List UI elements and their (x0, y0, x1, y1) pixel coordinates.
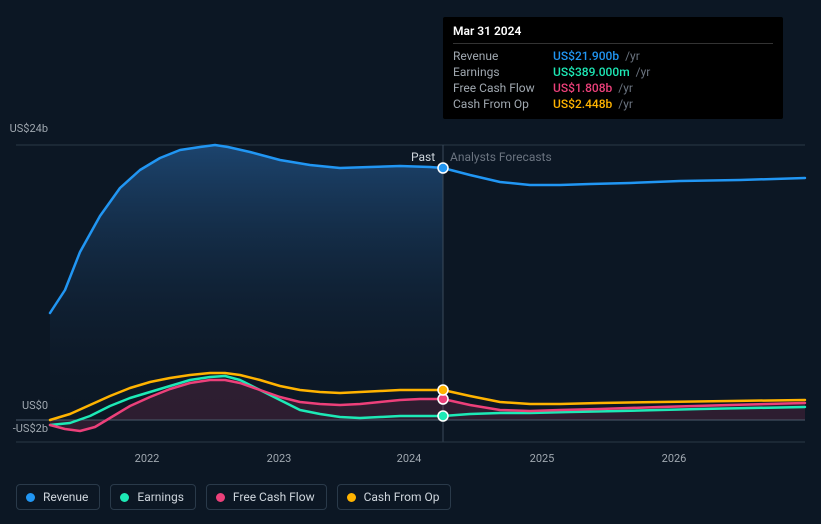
tooltip-row-label: Earnings (453, 65, 553, 79)
y-tick-label: US$24b (10, 122, 48, 135)
y-tick-label: US$0 (22, 399, 48, 412)
legend-item-revenue[interactable]: Revenue (16, 484, 100, 510)
tooltip-row-value: US$21.900b /yr (553, 49, 640, 63)
marker-earnings (438, 411, 448, 421)
y-tick-label: -US$2b (13, 422, 48, 435)
tooltip-row-value: US$389.000m /yr (553, 65, 650, 79)
y-axis: US$24b US$0 -US$2b (0, 0, 48, 524)
legend-dot-icon (26, 493, 35, 502)
past-area-fill (50, 145, 443, 420)
legend-dot-icon (347, 493, 356, 502)
tooltip-row-label: Revenue (453, 49, 553, 63)
legend: Revenue Earnings Free Cash Flow Cash From O… (16, 484, 451, 510)
tooltip-row: EarningsUS$389.000m /yr (453, 64, 773, 80)
legend-item-cfo[interactable]: Cash From Op (337, 484, 452, 510)
tooltip-row-value: US$2.448b /yr (553, 97, 633, 111)
x-tick-label: 2025 (530, 452, 555, 465)
tooltip-row-label: Cash From Op (453, 97, 553, 111)
legend-label: Free Cash Flow (233, 490, 315, 504)
legend-item-earnings[interactable]: Earnings (110, 484, 196, 510)
legend-label: Cash From Op (364, 490, 440, 504)
legend-label: Revenue (43, 490, 88, 504)
x-tick-label: 2026 (662, 452, 687, 465)
marker-revenue (438, 163, 448, 173)
x-tick-label: 2022 (135, 452, 160, 465)
x-tick-label: 2023 (267, 452, 292, 465)
legend-dot-icon (216, 493, 225, 502)
marker-cfo (438, 385, 448, 395)
tooltip-row: RevenueUS$21.900b /yr (453, 48, 773, 64)
tooltip-row: Free Cash FlowUS$1.808b /yr (453, 80, 773, 96)
legend-dot-icon (120, 493, 129, 502)
tooltip-row-value: US$1.808b /yr (553, 81, 633, 95)
tooltip-row: Cash From OpUS$2.448b /yr (453, 96, 773, 112)
legend-label: Earnings (137, 490, 184, 504)
tooltip-date: Mar 31 2024 (453, 24, 773, 44)
legend-item-fcf[interactable]: Free Cash Flow (206, 484, 327, 510)
financial-chart: US$24b US$0 -US$2b 2022 2023 2024 2025 2026 Pa… (0, 0, 821, 524)
x-tick-label: 2024 (397, 452, 422, 465)
tooltip-row-label: Free Cash Flow (453, 81, 553, 95)
past-label: Past (411, 150, 435, 164)
forecasts-label: Analysts Forecasts (450, 150, 552, 164)
tooltip: Mar 31 2024 RevenueUS$21.900b /yrEarning… (443, 17, 783, 119)
